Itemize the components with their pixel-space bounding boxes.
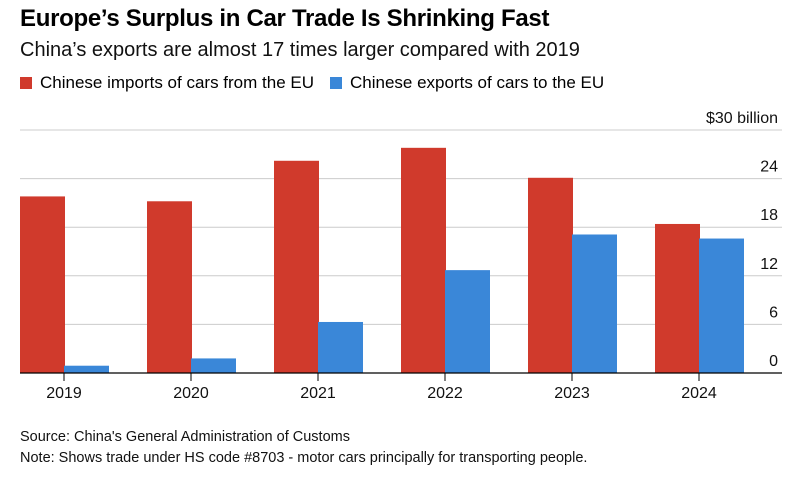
bar-exports-2019 bbox=[64, 365, 109, 373]
bar-imports-2021 bbox=[274, 160, 319, 373]
chart-subtitle: China’s exports are almost 17 times larg… bbox=[20, 39, 580, 61]
footnote: Note: Shows trade under HS code #8703 - … bbox=[20, 450, 588, 466]
x-tick-label-2022: 2022 bbox=[427, 385, 463, 402]
legend-swatch-imports bbox=[20, 77, 32, 89]
bar-exports-2023 bbox=[572, 234, 617, 373]
legend-item-exports: Chinese exports of cars to the EU bbox=[329, 73, 605, 93]
bar-chart: 0 6 12 18 24 $30 billion 2019 2020 2021 2022 2023 2… bbox=[20, 110, 782, 402]
bar-imports-2022 bbox=[401, 147, 446, 373]
y-tick-label-30: $30 billion bbox=[706, 110, 778, 127]
y-tick-label-18: 18 bbox=[760, 207, 778, 224]
legend-item-imports: Chinese imports of cars from the EU bbox=[20, 73, 314, 93]
bar-exports-2021 bbox=[318, 321, 363, 373]
bar-imports-2024 bbox=[655, 223, 700, 373]
source-note: Source: China's General Administration o… bbox=[20, 429, 350, 445]
x-tick-label-2020: 2020 bbox=[173, 385, 209, 402]
chart-title: Europe’s Surplus in Car Trade Is Shrinki… bbox=[20, 5, 550, 32]
bar-imports-2023 bbox=[528, 177, 573, 373]
bar-exports-2022 bbox=[445, 270, 490, 373]
x-tick-label-2023: 2023 bbox=[554, 385, 590, 402]
y-tick-label-12: 12 bbox=[760, 256, 778, 273]
legend: Chinese imports of cars from the EU Chin… bbox=[20, 73, 620, 93]
bar-imports-2020 bbox=[147, 201, 192, 373]
legend-swatch-exports bbox=[329, 77, 342, 89]
bar-exports-2020 bbox=[191, 358, 236, 373]
bar-exports-2024 bbox=[699, 238, 744, 373]
bar-imports-2019 bbox=[20, 196, 65, 373]
y-tick-label-0: 0 bbox=[769, 353, 778, 370]
x-tick-label-2024: 2024 bbox=[681, 385, 717, 402]
x-tick-label-2021: 2021 bbox=[300, 385, 336, 402]
y-tick-label-24: 24 bbox=[760, 159, 778, 176]
legend-label-exports: Chinese exports of cars to the EU bbox=[349, 73, 605, 92]
legend-label-imports: Chinese imports of cars from the EU bbox=[40, 73, 314, 92]
x-tick-label-2019: 2019 bbox=[46, 385, 82, 402]
y-tick-label-6: 6 bbox=[769, 304, 778, 321]
